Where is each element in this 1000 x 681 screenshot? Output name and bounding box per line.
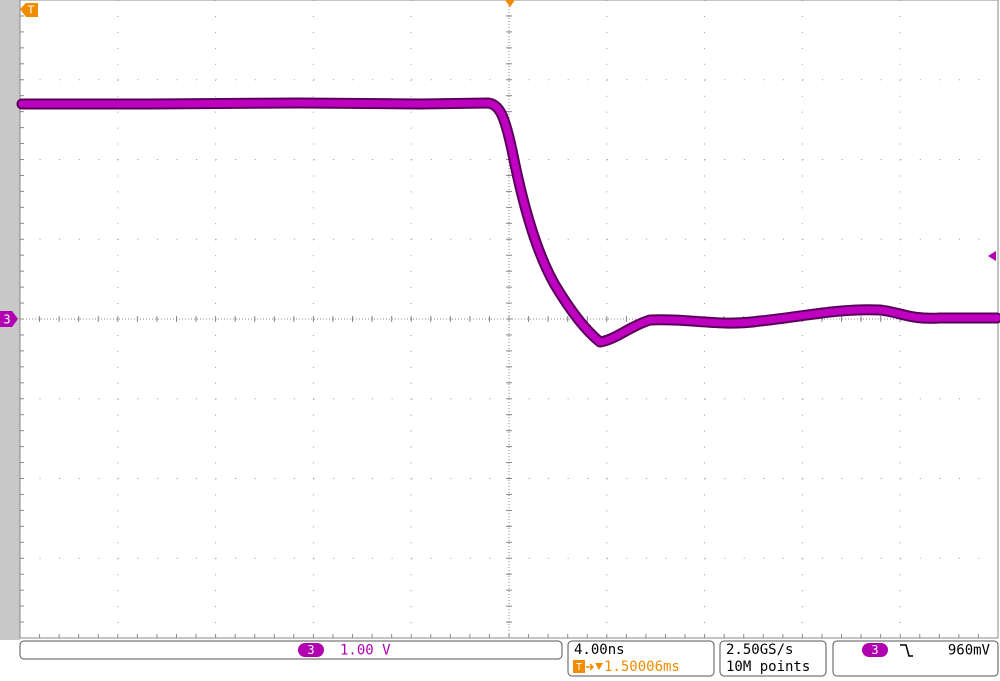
channel-number: 3 — [307, 643, 314, 657]
channel-ground-label: 3 — [3, 313, 10, 327]
timebase-scale: 4.00ns — [574, 642, 625, 658]
trigger-channel: 3 — [871, 643, 878, 657]
trigger-position-marker — [20, 3, 38, 17]
trigger-delay-icon-label: T — [576, 662, 582, 673]
trigger-delay: 1.50006ms — [604, 659, 680, 675]
trigger-level-marker — [988, 251, 996, 261]
waveform-trace-core — [18, 99, 1000, 346]
trigger-delay-arrow — [586, 663, 595, 671]
record-length: 10M points — [726, 659, 810, 675]
timebase-box — [567, 640, 715, 677]
trigger-delay-triangle — [595, 663, 603, 670]
trigger-delay-icon — [573, 660, 585, 673]
acquisition-box — [719, 640, 827, 677]
trigger-level: 960mV — [948, 643, 991, 659]
sample-rate: 2.50GS/s — [726, 642, 793, 658]
channel-pill — [298, 643, 324, 657]
trigger-position-label: T — [27, 4, 35, 17]
trigger-channel-pill — [862, 643, 888, 657]
falling-edge-icon — [900, 644, 913, 657]
channel-box — [19, 640, 563, 660]
trigger-top-marker — [505, 0, 515, 7]
channel-scale: 1.00 V — [340, 643, 391, 659]
channel-ground-marker — [0, 311, 18, 327]
